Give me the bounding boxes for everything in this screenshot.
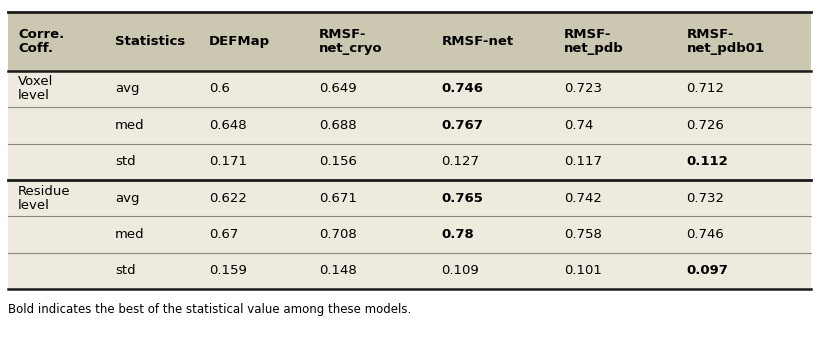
Text: med: med xyxy=(115,228,145,241)
Text: 0.671: 0.671 xyxy=(319,192,357,205)
Text: 0.648: 0.648 xyxy=(209,119,247,132)
Text: 0.758: 0.758 xyxy=(564,228,602,241)
Text: 0.74: 0.74 xyxy=(564,119,593,132)
Text: Bold indicates the best of the statistical value among these models.: Bold indicates the best of the statistic… xyxy=(8,303,411,316)
Text: 0.708: 0.708 xyxy=(319,228,356,241)
Text: avg: avg xyxy=(115,83,140,95)
Text: Statistics: Statistics xyxy=(115,35,185,48)
Text: 0.6: 0.6 xyxy=(209,83,230,95)
Text: Voxel
level: Voxel level xyxy=(18,75,53,102)
Text: 0.723: 0.723 xyxy=(564,83,602,95)
Bar xyxy=(8,180,811,216)
Text: 0.742: 0.742 xyxy=(564,192,602,205)
Text: avg: avg xyxy=(115,192,140,205)
Text: 0.712: 0.712 xyxy=(686,83,725,95)
Text: 0.726: 0.726 xyxy=(686,119,724,132)
Text: RMSF-net: RMSF-net xyxy=(441,35,514,48)
Bar xyxy=(8,216,811,253)
Text: RMSF-
net_pdb: RMSF- net_pdb xyxy=(564,28,623,55)
Text: 0.765: 0.765 xyxy=(441,192,483,205)
Text: 0.112: 0.112 xyxy=(686,155,728,168)
Text: 0.148: 0.148 xyxy=(319,265,356,277)
Text: 0.67: 0.67 xyxy=(209,228,238,241)
Text: std: std xyxy=(115,155,136,168)
Text: 0.101: 0.101 xyxy=(564,265,602,277)
Text: 0.688: 0.688 xyxy=(319,119,356,132)
Text: DEFMap: DEFMap xyxy=(209,35,270,48)
Text: 0.117: 0.117 xyxy=(564,155,602,168)
Bar xyxy=(8,107,811,144)
Text: 0.127: 0.127 xyxy=(441,155,479,168)
Bar xyxy=(8,253,811,289)
Text: med: med xyxy=(115,119,145,132)
Text: 0.156: 0.156 xyxy=(319,155,357,168)
Text: Corre.
Coff.: Corre. Coff. xyxy=(18,28,64,55)
Text: 0.746: 0.746 xyxy=(441,83,483,95)
Text: 0.746: 0.746 xyxy=(686,228,724,241)
Text: 0.732: 0.732 xyxy=(686,192,725,205)
Text: 0.767: 0.767 xyxy=(441,119,483,132)
Text: RMSF-
net_cryo: RMSF- net_cryo xyxy=(319,28,382,55)
Bar xyxy=(8,71,811,107)
Bar xyxy=(8,12,811,71)
Text: 0.622: 0.622 xyxy=(209,192,247,205)
Text: 0.649: 0.649 xyxy=(319,83,356,95)
Text: 0.171: 0.171 xyxy=(209,155,247,168)
Bar xyxy=(8,144,811,180)
Text: Residue
level: Residue level xyxy=(18,185,70,212)
Text: std: std xyxy=(115,265,136,277)
Text: 0.159: 0.159 xyxy=(209,265,247,277)
Text: RMSF-
net_pdb01: RMSF- net_pdb01 xyxy=(686,28,764,55)
Text: 0.109: 0.109 xyxy=(441,265,479,277)
Text: 0.097: 0.097 xyxy=(686,265,728,277)
Text: 0.78: 0.78 xyxy=(441,228,474,241)
